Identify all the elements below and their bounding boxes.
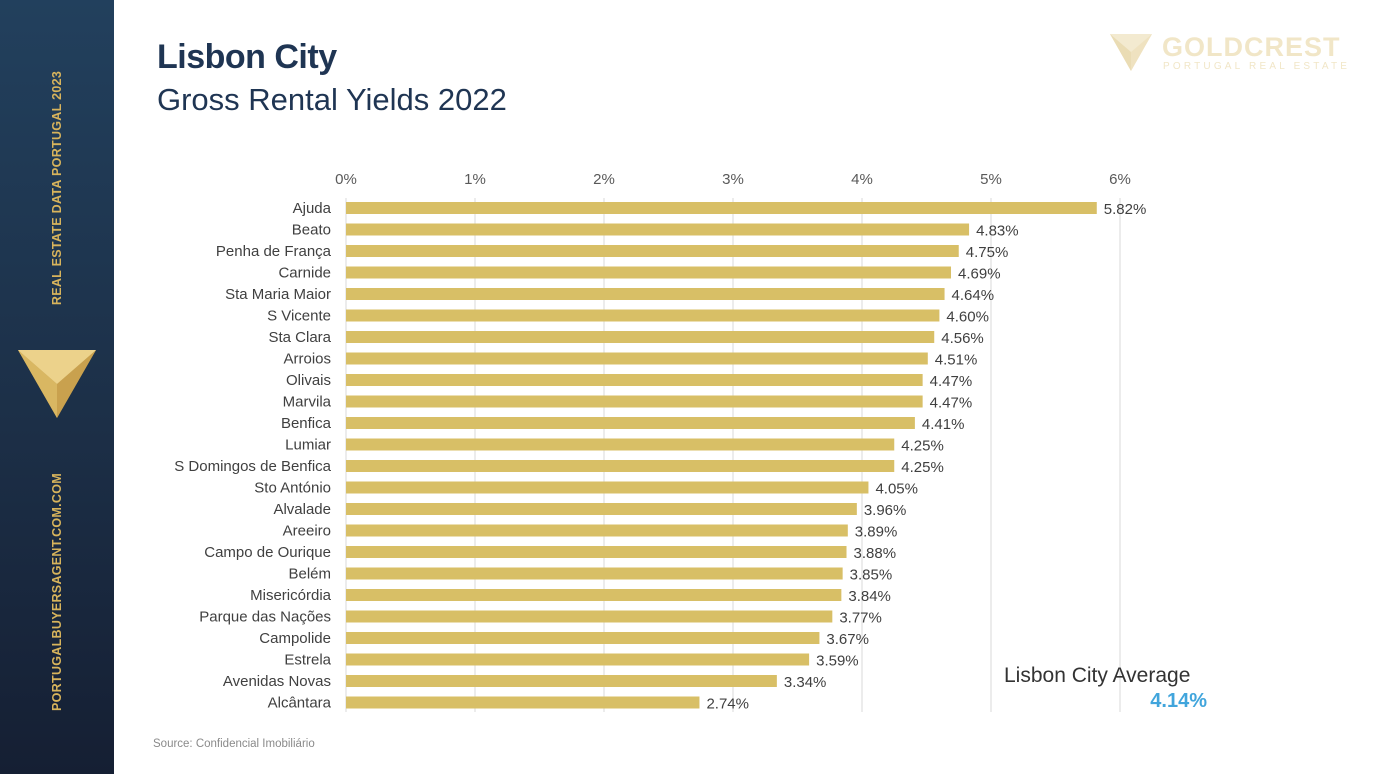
category-label: Olivais (286, 372, 331, 389)
bar (346, 481, 869, 494)
category-label: Benfica (281, 415, 332, 432)
category-label: Sta Clara (268, 329, 331, 346)
category-label: S Vicente (267, 308, 331, 325)
x-tick-label: 5% (980, 171, 1002, 188)
x-tick-label: 4% (851, 171, 873, 188)
category-label: Misericórdia (250, 587, 332, 604)
bar (346, 567, 843, 580)
value-label: 4.83% (976, 223, 1019, 240)
bar (346, 438, 895, 451)
bar (346, 245, 959, 257)
bar (346, 266, 952, 279)
bar (346, 288, 945, 300)
brand-name: GOLDCREST (1162, 32, 1341, 62)
x-tick-label: 6% (1109, 171, 1131, 188)
value-label: 3.67% (826, 631, 869, 648)
average-label: Lisbon City Average (1004, 664, 1191, 687)
bar (346, 589, 842, 601)
x-tick-label: 0% (335, 171, 357, 188)
bar (346, 653, 810, 666)
bar (346, 503, 857, 515)
category-label: Belém (288, 566, 331, 583)
category-label: Penha de França (216, 243, 332, 260)
brand-tagline: PORTUGAL REAL ESTATE (1163, 61, 1351, 72)
page-subtitle: Gross Rental Yields 2022 (157, 82, 507, 117)
value-label: 4.47% (930, 373, 973, 390)
bar (346, 632, 820, 644)
source-note: Source: Confidencial Imobiliário (153, 738, 315, 750)
value-label: 4.25% (901, 438, 944, 455)
category-label: Campo de Ourique (204, 544, 331, 561)
value-label: 3.96% (864, 502, 907, 519)
bar (346, 223, 970, 236)
x-tick-label: 1% (464, 171, 486, 188)
average-value: 4.14% (1150, 690, 1207, 712)
x-tick-label: 2% (593, 171, 615, 188)
value-label: 4.51% (935, 352, 978, 369)
value-label: 4.64% (952, 287, 995, 304)
x-tick-label: 3% (722, 171, 744, 188)
category-label: Ajuda (293, 200, 332, 217)
value-label: 4.47% (930, 395, 973, 412)
value-label: 4.25% (901, 459, 944, 476)
bar (346, 610, 833, 623)
value-label: 4.60% (946, 309, 989, 326)
category-label: Marvila (283, 394, 332, 411)
bar (346, 331, 935, 343)
category-label: Estrela (284, 652, 331, 669)
bar (346, 696, 700, 709)
value-label: 3.77% (839, 610, 882, 627)
page-title: Lisbon City (157, 38, 337, 76)
brand-triangle-icon (1110, 34, 1152, 71)
category-label: Carnide (278, 265, 331, 282)
bar (346, 417, 915, 429)
category-label: Areeiro (283, 523, 331, 540)
category-label: Alcântara (268, 695, 332, 712)
category-label: Arroios (283, 351, 331, 368)
category-label: Alvalade (273, 501, 331, 518)
category-label: Campolide (259, 630, 331, 647)
bar (346, 374, 923, 386)
bar (346, 546, 847, 558)
category-label: Parque das Nações (199, 609, 331, 626)
bar (346, 352, 928, 365)
value-label: 4.69% (958, 266, 1001, 283)
triangle-logo-icon (18, 350, 96, 418)
value-label: 3.89% (855, 524, 898, 541)
bar (346, 460, 895, 472)
value-label: 3.85% (850, 567, 893, 584)
category-label: Avenidas Novas (223, 673, 331, 690)
value-label: 3.84% (848, 588, 891, 605)
bar (346, 202, 1097, 214)
value-label: 4.75% (966, 244, 1009, 261)
bar (346, 675, 777, 687)
category-label: S Domingos de Benfica (174, 458, 331, 475)
value-label: 5.82% (1104, 201, 1147, 218)
bar (346, 524, 848, 537)
value-label: 4.05% (875, 481, 918, 498)
value-label: 2.74% (706, 696, 749, 713)
category-label: Beato (292, 222, 331, 239)
value-label: 3.88% (854, 545, 897, 562)
category-label: Sto António (254, 480, 331, 497)
category-label: Sta Maria Maior (225, 286, 331, 303)
bar (346, 309, 940, 322)
value-label: 3.34% (784, 674, 827, 691)
value-label: 3.59% (816, 653, 859, 670)
sidebar: REAL ESTATE DATA PORTUGAL 2023 PORTUGALB… (0, 0, 114, 774)
category-label: Lumiar (285, 437, 331, 454)
brand-logo: GOLDCREST PORTUGAL REAL ESTATE (1110, 32, 1350, 76)
value-label: 4.41% (922, 416, 965, 433)
value-label: 4.56% (941, 330, 984, 347)
bar (346, 395, 923, 408)
